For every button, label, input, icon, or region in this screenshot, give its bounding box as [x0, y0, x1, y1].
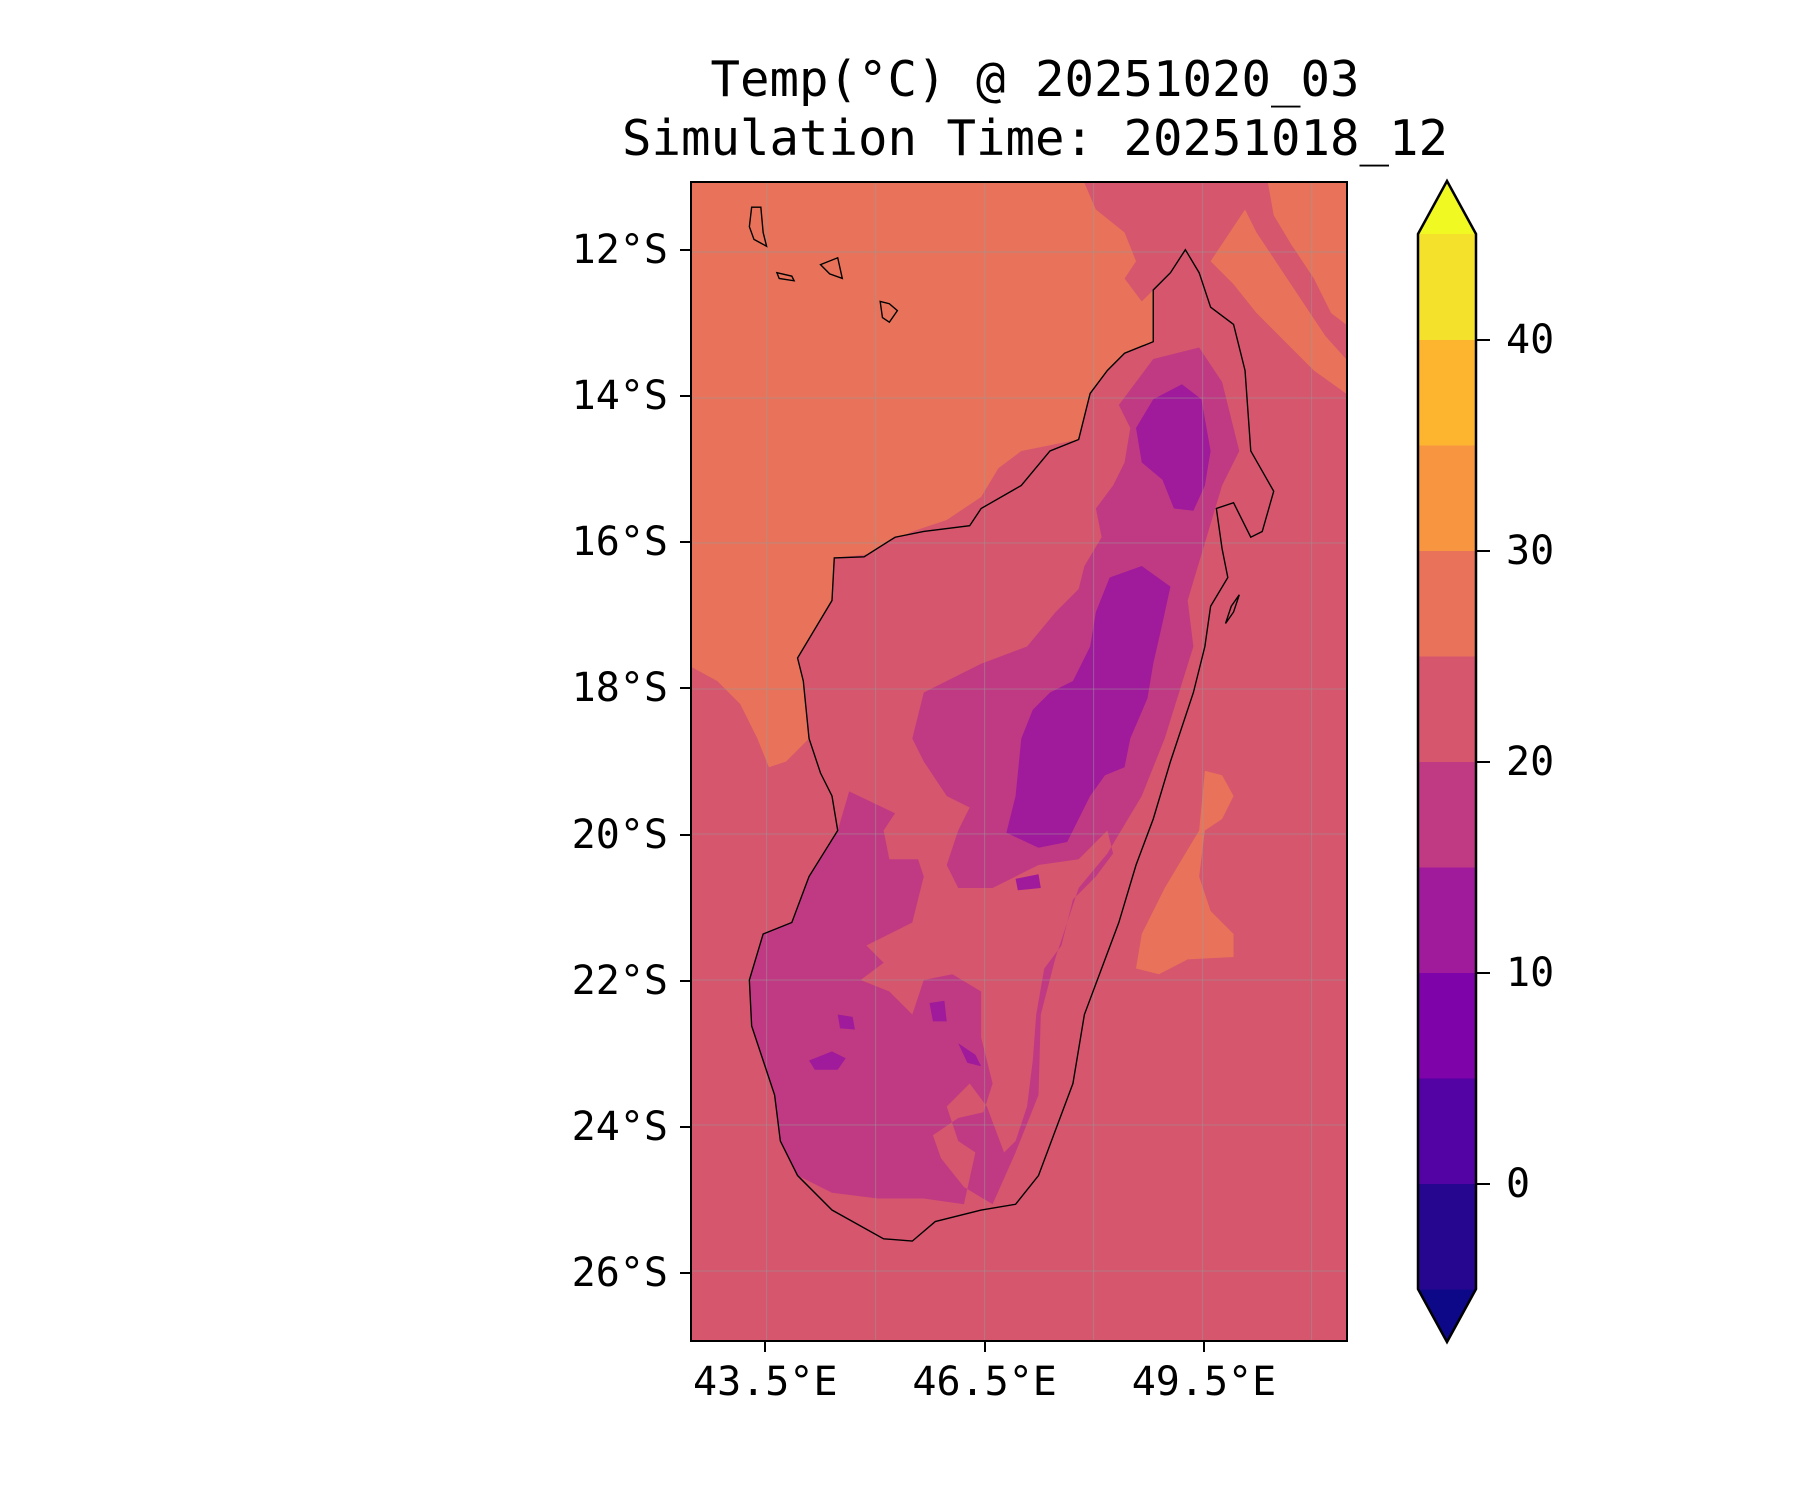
colorbar-tick-mark [1476, 760, 1490, 763]
y-tick-mark [680, 395, 690, 398]
y-tick-label: 20°S [571, 811, 668, 858]
ocean-band-25-30-northeast [1210, 183, 1346, 394]
y-tick-label: 12°S [571, 227, 668, 274]
y-tick-mark [680, 541, 690, 544]
ocean-band-25-30-northwest [692, 183, 1154, 768]
colorbar-band [1418, 234, 1476, 340]
y-tick-mark [680, 979, 690, 982]
y-tick-mark [680, 833, 690, 836]
colorbar-band [1418, 656, 1476, 762]
x-tick-mark [1202, 1342, 1205, 1352]
map-plot-area [690, 181, 1348, 1342]
gridlines [692, 183, 1346, 1340]
y-tick-label: 26°S [571, 1249, 668, 1296]
colorbar-band [1418, 445, 1476, 551]
colorbar-tick-mark [1476, 1182, 1490, 1185]
y-tick-label: 22°S [571, 957, 668, 1004]
colorbar-tick-mark [1476, 971, 1490, 974]
chart-title: Temp(°C) @ 20251020_03 [710, 51, 1360, 108]
colorbar-band [1418, 1078, 1476, 1184]
land-band-15-20 [749, 347, 1240, 1205]
colorbar-tick-label: 10 [1506, 949, 1555, 996]
colorbar-tick-label: 20 [1506, 738, 1555, 785]
y-tick-mark [680, 1125, 690, 1128]
colorbar-band [1418, 1183, 1476, 1290]
land-band-10-15-north [1136, 384, 1211, 511]
x-tick-label: 43.5°E [693, 1359, 838, 1405]
y-tick-mark [680, 1271, 690, 1274]
y-tick-label: 24°S [571, 1103, 668, 1150]
x-tick-label: 46.5°E [912, 1359, 1057, 1405]
colorbar-band [1418, 339, 1476, 446]
colorbar-under-extension [1418, 1289, 1476, 1342]
colorbar-band [1418, 761, 1476, 868]
colorbar-band [1418, 972, 1476, 1079]
chart-subtitle: Simulation Time: 20251018_12 [621, 110, 1448, 167]
colorbar-over-extension [1418, 181, 1476, 234]
y-tick-label: 18°S [571, 665, 668, 712]
y-tick-label: 14°S [571, 373, 668, 420]
colorbar-band [1418, 550, 1476, 657]
contour-map [692, 183, 1346, 1340]
x-tick-label: 49.5°E [1131, 1359, 1277, 1405]
y-tick-mark [680, 687, 690, 690]
colorbar-tick-mark [1476, 549, 1490, 552]
colorbar-outline [1416, 178, 1478, 1345]
colorbar-tick-label: 30 [1506, 527, 1555, 574]
colorbar-tick-label: 40 [1506, 316, 1555, 363]
colorbar-tick-mark [1476, 338, 1490, 341]
colorbar [1416, 178, 1478, 1345]
y-tick-label: 16°S [571, 519, 668, 566]
ocean-band-25-30-east [1136, 770, 1234, 975]
colorbar-tick-label: 0 [1506, 1160, 1531, 1207]
coastline [748, 206, 1275, 1242]
x-tick-mark [764, 1342, 767, 1352]
land-band-10-15-highlands [1006, 565, 1171, 848]
colorbar-band [1418, 867, 1476, 973]
y-tick-mark [680, 249, 690, 252]
x-tick-mark [983, 1342, 986, 1352]
